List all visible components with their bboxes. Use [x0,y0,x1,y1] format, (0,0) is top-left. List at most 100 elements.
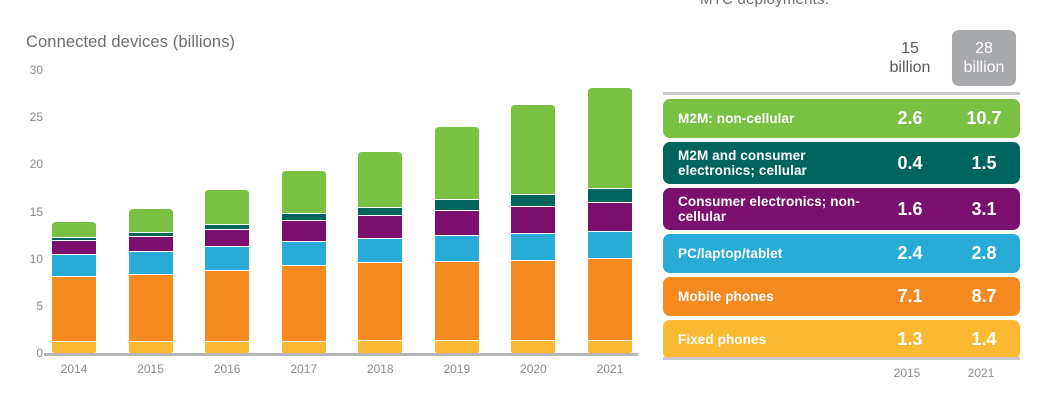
legend-footer-divider [663,357,1020,360]
clipped-top-caption: MTC deployments. [700,0,829,8]
bar-stack-2015 [128,207,173,353]
bar-segment[interactable] [128,251,173,274]
legend-row-label: M2M: non-cellular [678,111,795,126]
legend-header-divider [663,92,1020,95]
bar-stack-2016 [205,188,250,353]
bar-segment[interactable] [434,260,479,340]
bar-segment[interactable] [587,202,632,232]
legend-row-value-2021: 3.1 [971,198,997,219]
legend-row[interactable]: Mobile phones 7.1 8.7 [663,277,1020,316]
footer-year-2015: 2015 [893,366,921,380]
header-2021-unit: billion [963,59,1005,76]
bar-segment[interactable] [281,220,326,241]
legend-row-value-2015: 2.4 [897,243,923,263]
legend-table-panel: 15 billion 28 billion M2M: non-cellular 2… [660,0,1037,408]
legend-row-value-2021: 1.4 [971,329,997,349]
y-axis-tick-10: 10 [29,251,43,266]
bar-segment[interactable] [281,170,326,214]
bar-segment[interactable] [205,270,250,341]
bar-segment[interactable] [52,237,96,240]
bar-segment[interactable] [205,228,250,247]
bar-segment[interactable] [511,193,556,206]
legend-row[interactable]: M2M and consumer electronics; cellular 0.… [663,142,1020,184]
bar-segment[interactable] [52,275,96,341]
bar-segment[interactable] [128,340,173,353]
bar-stack-2014 [52,220,96,353]
bar-segment[interactable] [205,246,250,270]
x-axis-label-2019: 2019 [443,362,471,376]
legend-row[interactable]: Fixed phones 1.3 1.4 [663,320,1020,359]
legend-row-value-2021: 1.5 [971,152,997,173]
legend-row-label: Consumer electronics; non-cellular [678,194,860,224]
legend-row-value-2015: 7.1 [897,286,923,306]
legend-row[interactable]: Consumer electronics; non-cellular 1.6 3.1 [663,188,1020,230]
bar-column-2021[interactable] [587,70,632,353]
bar-column-2016[interactable] [205,70,250,353]
bar-segment[interactable] [128,273,173,341]
bar-segment[interactable] [358,237,403,263]
bar-segment[interactable] [434,209,479,236]
bar-segment[interactable] [281,240,326,266]
bar-segment[interactable] [52,340,96,353]
bar-segment[interactable] [587,257,632,340]
legend-row-value-2015: 2.6 [897,108,923,128]
legend-row-label: PC/laptop/tablet [678,246,783,261]
header-2015-unit: billion [889,59,931,76]
chart-baseline-axis [44,353,638,356]
x-axis-label-2020: 2020 [520,362,547,376]
legend-row[interactable]: PC/laptop/tablet 2.4 2.8 [663,234,1020,273]
x-axis-label-2017: 2017 [290,362,318,376]
bar-segment[interactable] [52,253,96,276]
bar-column-2020[interactable] [511,70,556,353]
bar-segment[interactable] [358,262,403,340]
bar-segment[interactable] [52,239,96,254]
bar-segment[interactable] [511,205,556,234]
bar-segment[interactable] [511,104,556,194]
bar-segment[interactable] [511,233,556,260]
bar-segment[interactable] [434,125,479,200]
bar-segment[interactable] [358,215,403,238]
bar-segment[interactable] [587,231,632,258]
bar-segment[interactable] [205,340,250,353]
legend-row-label: Mobile phones [678,289,774,304]
bar-stack-2021 [587,87,632,353]
chart-title: Connected devices (billions) [26,33,236,51]
chart-panel: Connected devices (billions) 0 5 10 15 20 25 3… [26,33,638,376]
bar-segment[interactable] [52,220,96,238]
bar-segment[interactable] [511,339,556,353]
legend-row[interactable]: M2M: non-cellular 2.6 10.7 [663,99,1020,138]
x-axis-label-2016: 2016 [213,362,241,376]
bar-segment[interactable] [128,207,173,233]
bar-segment[interactable] [434,339,479,353]
bar-segment[interactable] [434,199,479,210]
bar-segment[interactable] [281,213,326,221]
bar-segment[interactable] [281,265,326,341]
legend-table-header: 15 billion 28 billion [660,30,1020,86]
bar-segment[interactable] [587,187,632,203]
y-axis-tick-25: 25 [29,110,43,125]
bar-column-2019[interactable] [434,70,479,353]
y-axis-tick-5: 5 [36,298,43,313]
bar-segment[interactable] [434,235,479,261]
header-cell-2015: 15 billion [878,30,942,86]
bar-segment[interactable] [358,151,403,207]
bar-segment[interactable] [358,339,403,353]
bar-segment[interactable] [205,223,250,229]
bar-column-2017[interactable] [281,70,326,353]
bar-segment[interactable] [128,236,173,252]
bar-stack-2020 [511,104,556,353]
bar-stack-2017 [281,170,326,353]
legend-footer: 2015 2021 [663,366,1020,386]
bar-segment[interactable] [281,340,326,353]
bar-segment[interactable] [587,87,632,188]
bar-segment[interactable] [128,232,173,237]
bar-segment[interactable] [358,206,403,216]
bar-column-2014[interactable] [52,70,96,353]
bar-segment[interactable] [205,188,250,224]
bar-segment[interactable] [587,339,632,353]
bar-segment[interactable] [511,259,556,340]
y-axis-tick-30: 30 [29,63,43,77]
bar-column-2018[interactable] [358,70,403,353]
bar-column-2015[interactable] [128,70,173,353]
x-axis-label-2014: 2014 [60,362,88,376]
